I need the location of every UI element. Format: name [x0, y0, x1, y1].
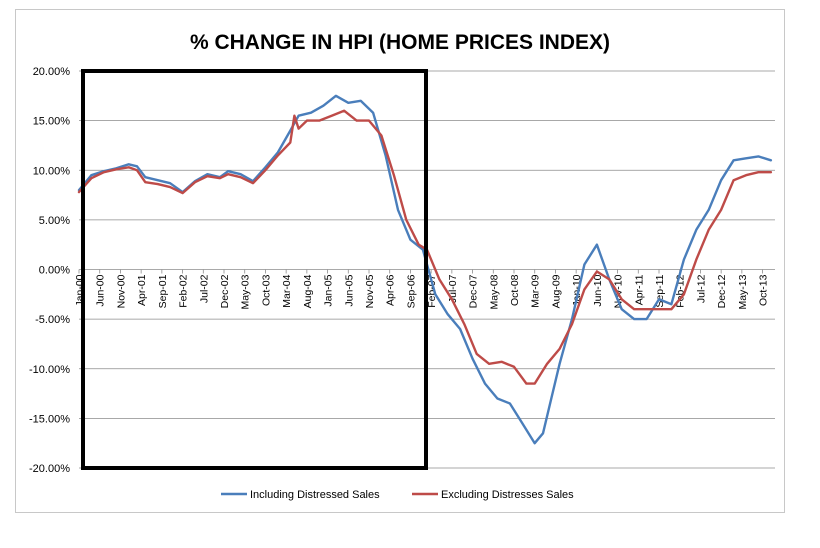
x-tick-label: Oct-08 [509, 274, 521, 306]
x-tick-label: Jul-02 [198, 274, 210, 303]
x-tick-label: Sep-11 [654, 274, 666, 307]
x-tick-label: Jun-10 [592, 274, 604, 306]
x-tick-label: Oct-03 [260, 274, 272, 306]
x-tick-label: Sep-01 [157, 274, 169, 308]
y-tick-label: -5.00% [35, 314, 70, 326]
x-tick-label: Mar-09 [530, 274, 542, 307]
x-axis-tick-labels: Jan-00 Jun-00 Nov-00 Apr-01 Sep-01 Feb-02 Jul-… [74, 269, 770, 310]
y-tick-label: 10.00% [33, 165, 71, 177]
y-tick-label: -10.00% [29, 364, 70, 376]
x-tick-label: May-03 [240, 274, 252, 309]
x-tick-label: Oct-13 [758, 274, 770, 306]
x-tick-label: Feb-07 [426, 274, 438, 307]
legend-label: Including Distressed Sales [250, 489, 380, 501]
x-tick-label: Nov-05 [364, 274, 376, 308]
x-tick-label: Mar-04 [281, 274, 293, 307]
x-tick-label: May-13 [737, 274, 749, 309]
x-tick-label: Sep-06 [405, 274, 417, 308]
y-tick-label: -20.00% [29, 463, 70, 475]
chart-title: % CHANGE IN HPI (HOME PRICES INDEX) [190, 31, 610, 54]
series-lines [77, 94, 773, 445]
y-axis-tick-labels: 20.00% 15.00% 10.00% 5.00% 0.00% -5.00% -10.00… [29, 66, 70, 475]
legend-label: Excluding Distresses Sales [441, 489, 574, 501]
x-tick-label: Jul-12 [695, 274, 707, 303]
x-tick-label: Jan-05 [323, 274, 335, 306]
y-tick-label: 0.00% [39, 265, 70, 277]
legend: Including Distressed Sales Excluding Dist… [221, 489, 574, 501]
y-tick-label: 15.00% [33, 116, 71, 128]
x-tick-label: Apr-11 [633, 274, 645, 305]
x-tick-label: Dec-12 [716, 274, 728, 308]
series-line-2 [77, 109, 773, 385]
highlight-box [81, 69, 428, 470]
x-tick-label: Feb-02 [178, 274, 190, 307]
x-tick-label: Jun-00 [95, 274, 107, 306]
x-tick-label: May-08 [488, 274, 500, 309]
y-tick-label: 20.00% [33, 66, 71, 78]
y-tick-label: 5.00% [39, 215, 70, 227]
x-tick-label: Jun-05 [343, 274, 355, 306]
x-tick-label: Apr-06 [385, 274, 397, 306]
x-tick-label: Dec-07 [468, 274, 480, 308]
x-tick-label: Apr-01 [136, 274, 148, 306]
chart-area [15, 9, 785, 513]
x-tick-label: Aug-04 [302, 274, 314, 308]
x-tick-label: Nov-00 [115, 274, 127, 308]
x-tick-label: Aug-09 [550, 274, 562, 308]
y-tick-label: -15.00% [29, 413, 70, 425]
x-tick-label: Dec-02 [219, 274, 231, 308]
